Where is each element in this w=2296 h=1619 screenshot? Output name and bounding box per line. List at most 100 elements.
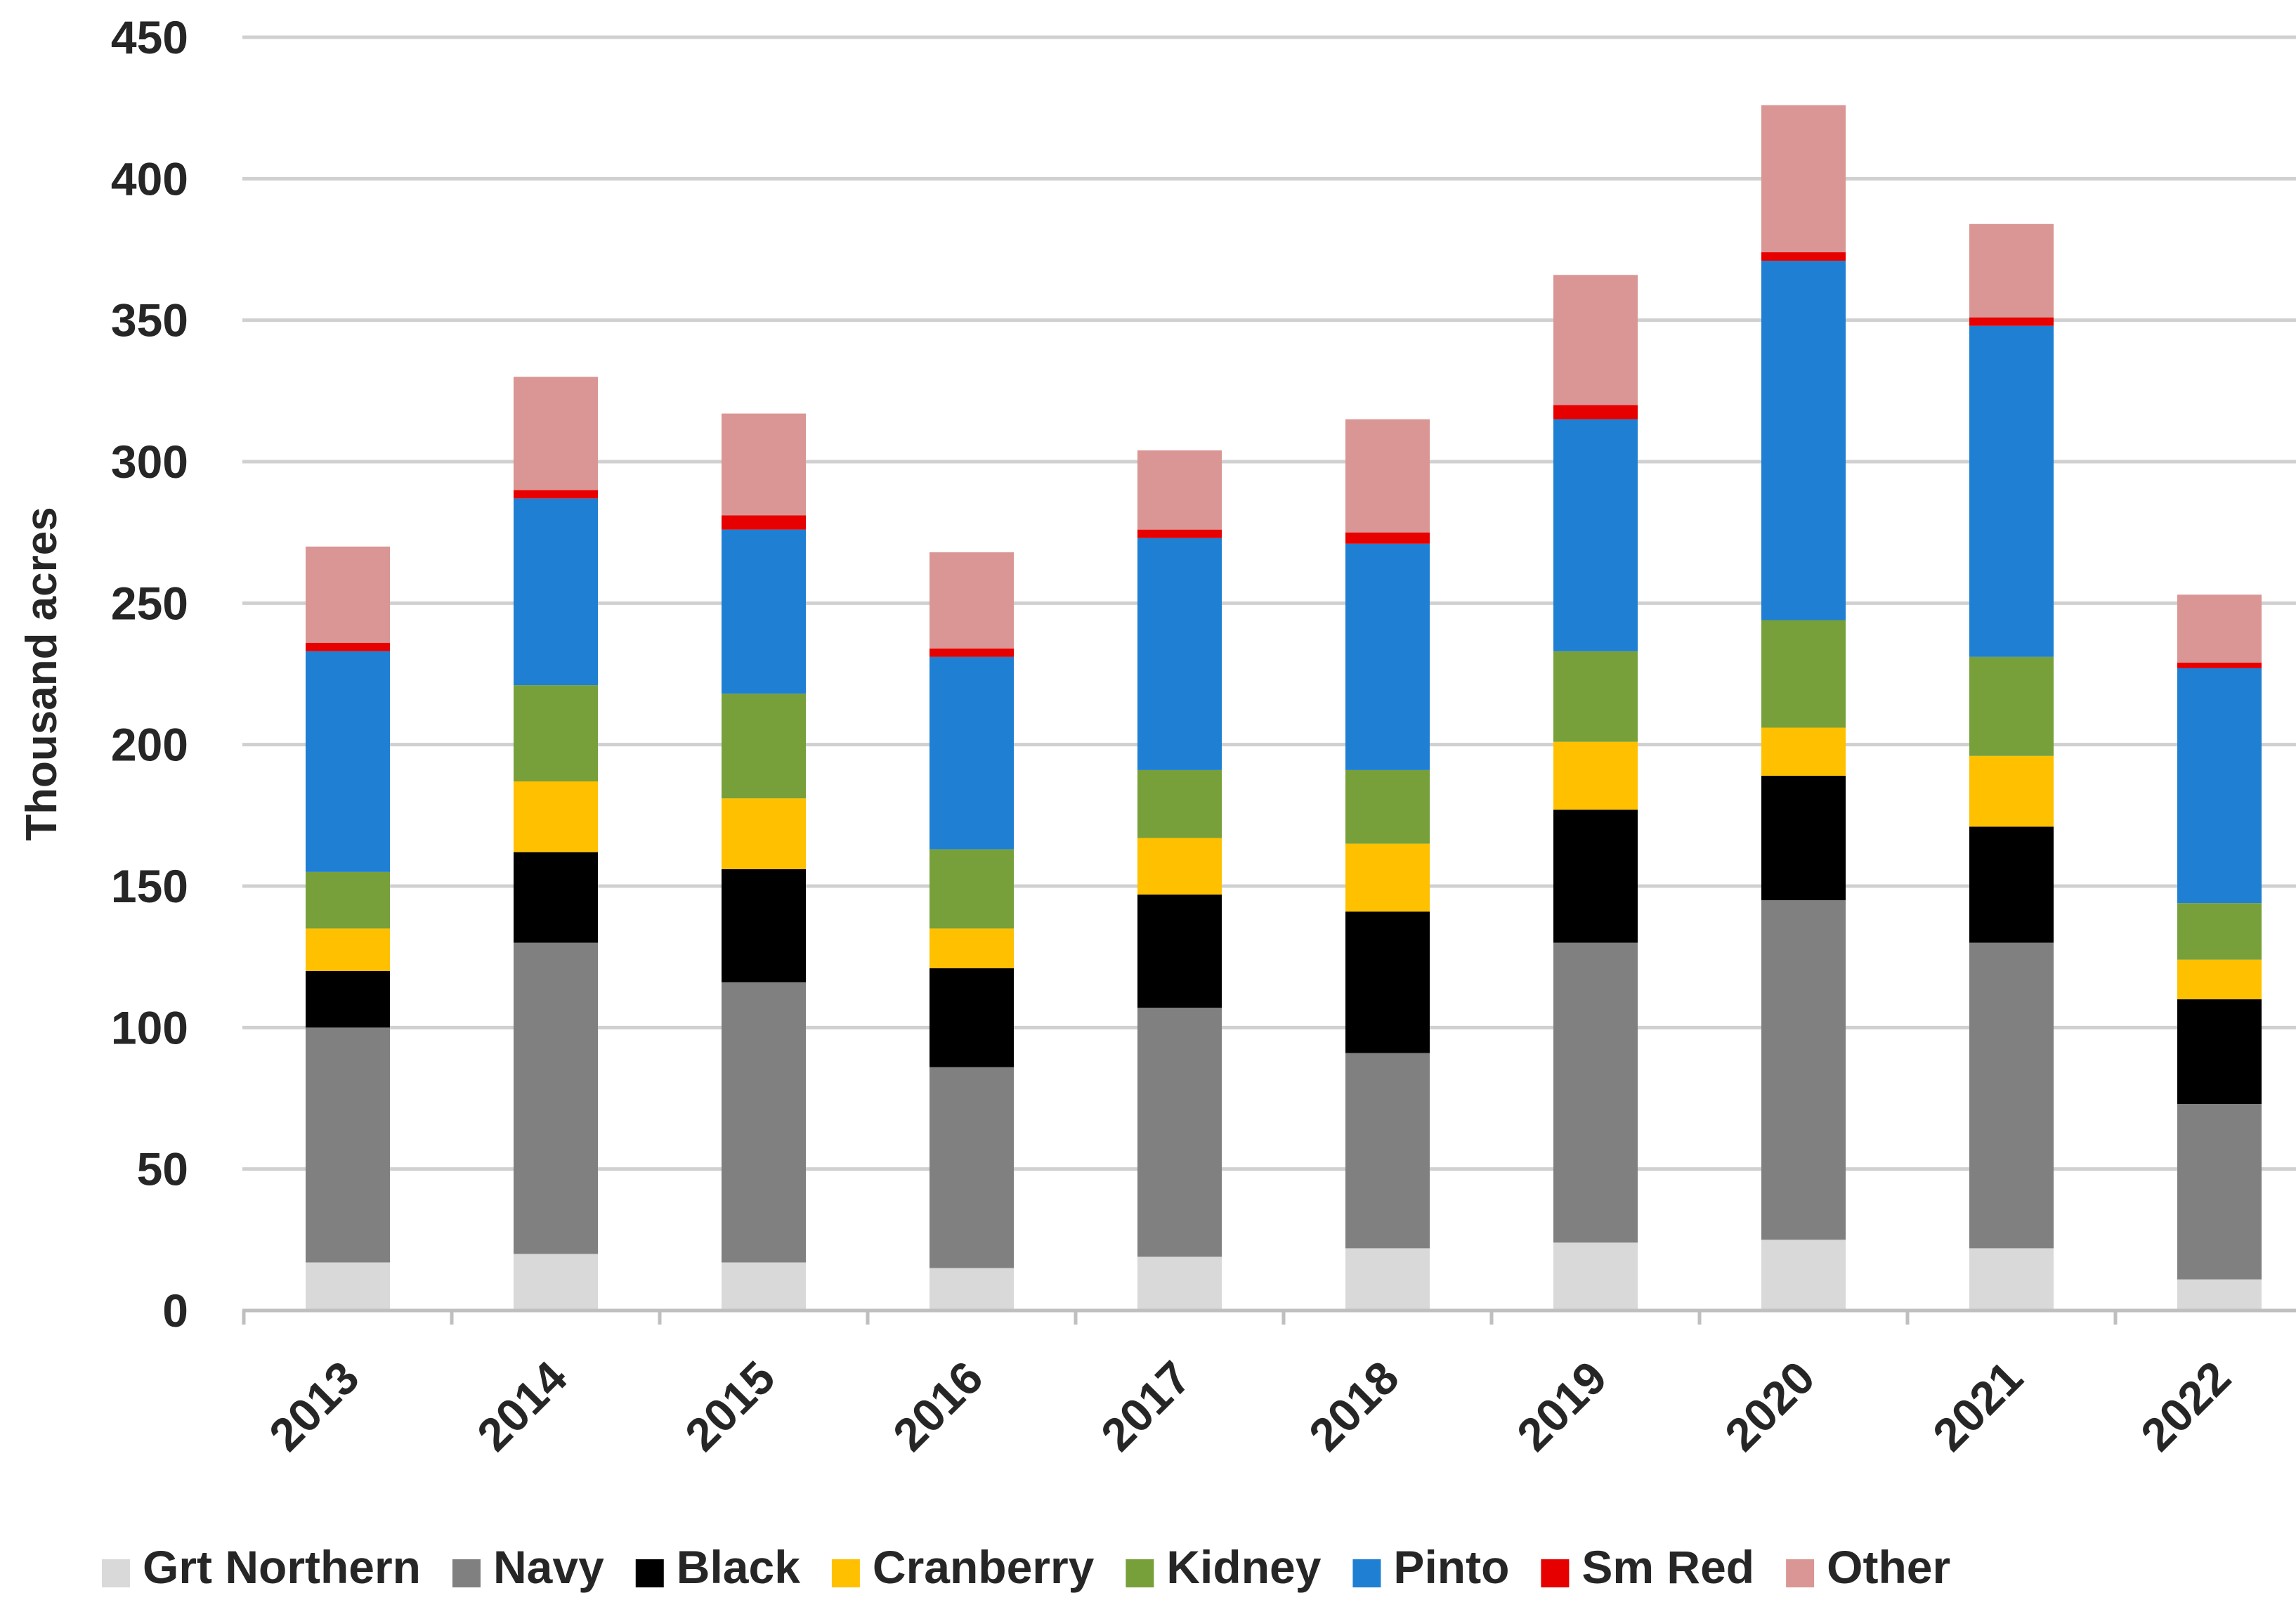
y-tick-label: 150 [111, 860, 188, 912]
bar-segment-kidney [930, 849, 1014, 929]
bar-segment-cranberry [1969, 755, 2054, 827]
bar-segment-pinto [1553, 419, 1638, 651]
bar-segment-grt-northern [1553, 1242, 1638, 1311]
y-tick-label: 50 [137, 1143, 188, 1195]
bar-segment-black [1969, 826, 2054, 943]
bar-segment-other [1969, 223, 2054, 318]
legend-label-kidney: Kidney [1166, 1541, 1321, 1593]
bar-segment-black [1137, 895, 1222, 1008]
bar-segment-pinto [722, 529, 806, 694]
bar-segment-navy [930, 1067, 1014, 1268]
bar-segment-other [1761, 105, 1846, 253]
bar-segment-pinto [1969, 325, 2054, 657]
bar-segment-kidney [1553, 651, 1638, 742]
bar-segment-black [1761, 775, 1846, 901]
bar-segment-sm-red [1761, 252, 1846, 261]
bar-segment-pinto [1345, 543, 1430, 770]
bar-segment-navy [1345, 1053, 1430, 1249]
bar-segment-other [722, 413, 806, 516]
bar-segment-other [930, 552, 1014, 649]
bar-segment-sm-red [1345, 532, 1430, 544]
legend-label-navy: Navy [493, 1541, 604, 1593]
y-tick-label: 100 [111, 1001, 188, 1053]
bar-segment-kidney [1345, 769, 1430, 844]
bar-segment-other [1137, 450, 1222, 530]
bar-segment-other [1553, 275, 1638, 405]
bar-segment-other [306, 546, 390, 643]
bar-segment-cranberry [930, 928, 1014, 968]
bar-segment-grt-northern [1345, 1248, 1430, 1311]
bar-segment-kidney [306, 871, 390, 929]
bar-segment-grt-northern [930, 1268, 1014, 1311]
bar-segment-black [722, 869, 806, 982]
bar-segment-sm-red [1137, 529, 1222, 538]
bar-segment-cranberry [1137, 838, 1222, 895]
bar-segment-navy [722, 982, 806, 1263]
y-tick-label: 400 [111, 152, 188, 204]
bar-segment-cranberry [1761, 727, 1846, 776]
legend-label-grt-northern: Grt Northern [143, 1541, 421, 1593]
legend: Grt Northern Navy Black Cranberry Kidney Pint… [102, 1541, 1950, 1593]
bar-segment-sm-red [722, 515, 806, 530]
bar-segment-other [2177, 594, 2262, 663]
bar-segment-cranberry [514, 781, 598, 852]
x-category-label: 2021 [1923, 1351, 2033, 1461]
bar-segment-grt-northern [1137, 1256, 1222, 1311]
legend-label-cranberry: Cranberry [873, 1541, 1095, 1593]
x-category-label: 2013 [259, 1351, 369, 1461]
bar-segment-cranberry [1345, 843, 1430, 912]
bar-segment-black [514, 852, 598, 943]
bar-segment-pinto [1137, 538, 1222, 770]
bar-segment-kidney [722, 694, 806, 799]
bars [306, 105, 2262, 1311]
bar-segment-grt-northern [722, 1262, 806, 1311]
y-tick-label: 200 [111, 719, 188, 771]
legend-marker-cranberry [831, 1559, 860, 1587]
legend-marker-navy [452, 1559, 481, 1587]
bar-segment-sm-red [930, 648, 1014, 657]
legend-label-pinto: Pinto [1393, 1541, 1509, 1593]
bar-segment-sm-red [2177, 662, 2262, 668]
bar-segment-navy [1553, 942, 1638, 1243]
legend-marker-grt-northern [102, 1559, 130, 1587]
legend-label-black: Black [677, 1541, 800, 1593]
legend-marker-sm-red [1541, 1559, 1570, 1587]
bar-segment-black [1553, 810, 1638, 943]
bar-segment-navy [1969, 942, 2054, 1249]
y-tick-label: 450 [111, 11, 188, 63]
bar-segment-black [2177, 999, 2262, 1105]
bar-segment-black [930, 968, 1014, 1067]
x-category-label: 2016 [883, 1351, 993, 1461]
bar-segment-other [514, 377, 598, 490]
legend-marker-black [635, 1559, 664, 1587]
bar-segment-kidney [2177, 903, 2262, 960]
bar-segment-pinto [2177, 668, 2262, 904]
y-tick-label: 0 [162, 1285, 188, 1337]
bar-segment-sm-red [306, 642, 390, 651]
x-category-label: 2019 [1507, 1351, 1617, 1461]
legend-marker-other [1786, 1559, 1815, 1587]
bar-segment-black [1345, 911, 1430, 1053]
bar-segment-navy [1137, 1008, 1222, 1257]
bar-segment-kidney [1761, 620, 1846, 728]
bar-segment-navy [306, 1027, 390, 1263]
y-tick-label: 350 [111, 294, 188, 346]
bar-segment-cranberry [1553, 741, 1638, 810]
legend-label-sm-red: Sm Red [1581, 1541, 1754, 1593]
legend-marker-pinto [1352, 1559, 1381, 1587]
bar-segment-pinto [1761, 261, 1846, 620]
bar-segment-kidney [514, 685, 598, 782]
bar-segment-sm-red [1969, 317, 2054, 326]
bar-segment-sm-red [1553, 405, 1638, 420]
bar-segment-other [1345, 419, 1430, 533]
x-category-label: 2017 [1091, 1351, 1201, 1461]
bar-segment-sm-red [514, 490, 598, 499]
x-category-label: 2022 [2131, 1351, 2240, 1461]
x-category-label: 2020 [1715, 1351, 1825, 1461]
bar-segment-navy [514, 942, 598, 1254]
bar-segment-grt-northern [514, 1254, 598, 1311]
y-axis-title: Thousand acres [18, 507, 66, 840]
bar-segment-grt-northern [1969, 1248, 2054, 1311]
bar-segment-grt-northern [1761, 1240, 1846, 1311]
